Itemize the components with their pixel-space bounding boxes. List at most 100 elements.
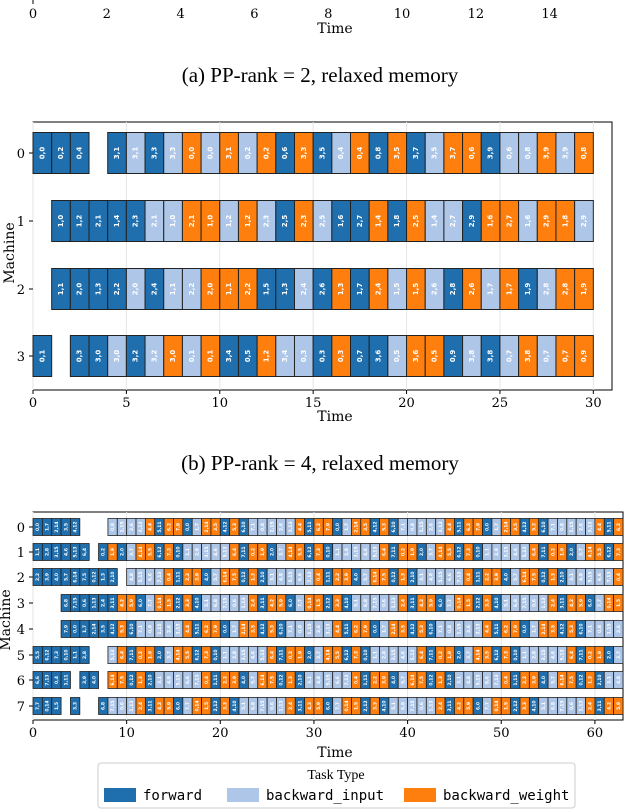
pp4-task-label: 2,6	[319, 283, 327, 296]
pp8-task-label: 5,5	[485, 651, 491, 659]
pp8-task-label: 4,0	[204, 573, 210, 581]
pp8-task-label: 1,13	[429, 700, 435, 711]
pp8-task-label: 3,5	[513, 523, 519, 531]
pp8-task-label: 6,4	[269, 651, 275, 659]
pp4-task-label: 1,8	[561, 215, 569, 228]
pp8-task-label: 1,9	[410, 548, 416, 556]
pp8-task-label: 7,3	[54, 651, 60, 659]
pp4-task-label: 1,4	[375, 215, 383, 228]
pp8-task-label: 5,1	[503, 599, 509, 607]
pp8-task-label: 1,9	[447, 651, 453, 659]
pp8-task-label: 1,9	[260, 548, 266, 556]
pp8-task-label: 7,3	[616, 548, 622, 556]
pp8-task-label: 4,2	[606, 702, 612, 710]
pp8-task-label: 2,8	[232, 651, 238, 659]
pp8-task-block	[70, 697, 81, 715]
pp4-task-label: 2,3	[300, 215, 308, 228]
pp8-task-label: 0,12	[241, 571, 247, 582]
pp8-task-label: 0,8	[560, 523, 566, 531]
pp4-task-label: 1,7	[356, 283, 364, 296]
pp8-task-label: 5,15	[588, 571, 594, 582]
pp8-task-label: 0,2	[550, 548, 556, 556]
pp8-task-label: 3,15	[241, 649, 247, 660]
pp8-task-label: 3,7	[166, 651, 172, 659]
pp8-task-label: 4,10	[494, 597, 500, 608]
pp4-task-label: 1,7	[487, 283, 495, 296]
pp8-task-label: 4,2	[307, 702, 313, 710]
pp8-task-label: 3,3	[522, 702, 528, 710]
pp8-task-label: 0,0	[73, 625, 79, 633]
pp8-task-label: 6,8	[63, 599, 69, 607]
pp8-task-label: 6,2	[204, 625, 210, 633]
pp4-task-label: 1,8	[393, 215, 401, 228]
pp8-y-tick: 6	[17, 674, 25, 689]
pp8-task-label: 6,12	[194, 649, 200, 660]
pp8-task-label: 5,7	[213, 573, 219, 581]
pp4-task-label: 1,3	[94, 283, 102, 296]
pp4-task-label: 1,5	[393, 283, 401, 296]
pp8-task-label: 6,6	[148, 573, 154, 581]
pp4-task-label: 2,0	[206, 283, 214, 296]
pp8-task-label: 6,6	[297, 573, 303, 581]
pp8-task-label: 3,13	[138, 521, 144, 532]
pp8-task-label: 1,5	[354, 702, 360, 710]
pp8-task-label: 6,4	[119, 651, 125, 659]
pp8-x-tick: 30	[306, 726, 323, 741]
pp8-task-label: 1,3	[138, 676, 144, 684]
pp8-task-label: 7,9	[63, 625, 69, 633]
pp8-task-label: 1,15	[157, 623, 163, 634]
pp8-task-label: 6,0	[288, 599, 294, 607]
pp8-task-label: 3,3	[185, 599, 191, 607]
pp8-task-label: 6,0	[176, 702, 182, 710]
pp8-task-label: 5,11	[494, 623, 500, 634]
pp8-task-label: 0,14	[606, 597, 612, 608]
pp8-task-label: 6,14	[73, 571, 79, 582]
pp8-task-label: 5,15	[438, 571, 444, 582]
pp8-task-label: 0,4	[166, 573, 172, 581]
pp8-task-label: 2,10	[597, 674, 603, 685]
pp8-task-label: 3,1	[307, 676, 313, 684]
pp8-task-label: 1,15	[569, 521, 575, 532]
pp8-task-label: 3,7	[279, 548, 285, 556]
legend-label-backward-input: backward_input	[266, 788, 384, 804]
pp8-task-label: 7,13	[194, 674, 200, 685]
pp8-task-label: 1,7	[344, 523, 350, 531]
pp4-x-tick: 15	[305, 396, 322, 411]
pp8-task-label: 4,8	[616, 676, 622, 684]
pp8-task-label: 0,6	[82, 599, 88, 607]
pp8-task-label: 4,6	[400, 651, 406, 659]
pp8-task-label: 6,0	[138, 599, 144, 607]
pp8-task-label: 6,2	[503, 625, 509, 633]
pp8-task-label: 7,15	[222, 597, 228, 608]
pp8-task-label: 1,15	[419, 521, 425, 532]
pp8-task-label: 5,13	[522, 546, 528, 557]
pp4-task-label: 2,3	[262, 215, 270, 228]
pp8-task-label: 4,10	[194, 597, 200, 608]
pp8-task-label: 1,7	[232, 625, 238, 633]
pp8-task-block	[613, 646, 624, 664]
pp8-task-label: 7,3	[503, 651, 509, 659]
pp8-task-label: 2,14	[91, 623, 97, 634]
pp8-task-label: 5,9	[578, 599, 584, 607]
pp4-task-label: 2,2	[188, 283, 196, 296]
pp8-task-block	[51, 697, 62, 715]
pp8-x-tick: 10	[118, 726, 135, 741]
pp8-task-label: 2,8	[344, 548, 350, 556]
pp8-task-label: 5,3	[532, 523, 538, 531]
pp8-task-label: 0,2	[138, 651, 144, 659]
pp8-task-label: 1,1	[372, 651, 378, 659]
pp8-task-label: 5,1	[241, 702, 247, 710]
pp8-task-label: 5,3	[569, 625, 575, 633]
pp8-task-label: 3,15	[354, 546, 360, 557]
pp8-task-label: 3,11	[410, 597, 416, 608]
pp8-task-label: 7,7	[485, 702, 491, 710]
pp8-task-label: 5,9	[316, 702, 322, 710]
pp8-task-label: 6,4	[419, 651, 425, 659]
pp4-task-label: 1,2	[76, 215, 84, 228]
pp8-task-label: 6,12	[606, 546, 612, 557]
pp8-task-label: 5,1	[204, 599, 210, 607]
pp4-task-label: 2,9	[580, 215, 588, 228]
pp8-task-label: 5,7	[400, 676, 406, 684]
legend-label-forward: forward	[143, 788, 202, 804]
pp4-task-label: 0,1	[188, 350, 196, 363]
